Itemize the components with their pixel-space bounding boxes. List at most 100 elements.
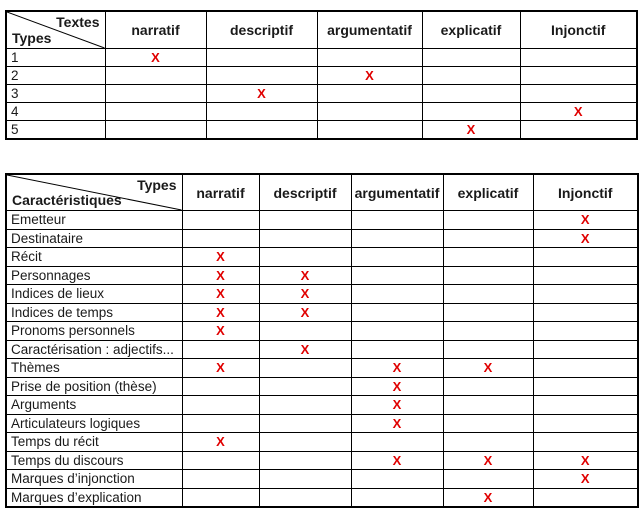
corner-header-cell: Textes Types bbox=[5, 10, 106, 49]
empty-cell bbox=[421, 102, 521, 121]
empty-cell bbox=[258, 358, 352, 378]
x-mark: X bbox=[216, 286, 225, 301]
empty-cell bbox=[258, 469, 352, 489]
corner-top-label: Types bbox=[137, 177, 177, 193]
empty-cell bbox=[519, 48, 638, 67]
empty-cell bbox=[181, 376, 260, 396]
empty-cell bbox=[350, 432, 444, 452]
empty-cell bbox=[442, 284, 534, 304]
empty-cell bbox=[316, 120, 423, 140]
empty-cell bbox=[442, 210, 534, 230]
table-row: Pronoms personnels X bbox=[5, 321, 639, 341]
row-label: Indices de lieux bbox=[5, 284, 183, 304]
marked-cell: X bbox=[350, 450, 444, 470]
marked-cell: X bbox=[532, 450, 639, 470]
empty-cell bbox=[421, 84, 521, 103]
x-mark: X bbox=[580, 230, 590, 246]
empty-cell bbox=[532, 487, 639, 508]
empty-cell bbox=[316, 84, 423, 103]
column-header-explicatif: explicatif bbox=[442, 173, 534, 211]
row-label: 1 bbox=[5, 48, 106, 67]
empty-cell bbox=[316, 48, 423, 67]
marked-cell: X bbox=[421, 120, 521, 140]
table-row: Temps du récit X bbox=[5, 432, 639, 452]
empty-cell bbox=[181, 228, 260, 248]
marked-cell: X bbox=[350, 413, 444, 433]
table-row: Prise de position (thèse) X bbox=[5, 376, 639, 396]
x-mark: X bbox=[300, 286, 310, 301]
empty-cell bbox=[350, 339, 444, 359]
empty-cell bbox=[532, 265, 639, 285]
empty-cell bbox=[442, 265, 534, 285]
empty-cell bbox=[421, 48, 521, 67]
table-row: Caractérisation : adjectifs... X bbox=[5, 339, 639, 359]
corner-bottom-label: Types bbox=[12, 30, 52, 46]
marked-cell: X bbox=[442, 487, 534, 508]
column-header-argumentatif: argumentatif bbox=[316, 10, 423, 49]
empty-cell bbox=[350, 321, 444, 341]
empty-cell bbox=[350, 469, 444, 489]
marked-cell: X bbox=[350, 358, 444, 378]
x-mark: X bbox=[300, 341, 310, 357]
table2-header-row: Types Caractéristiques narratif descripti… bbox=[5, 173, 639, 211]
empty-cell bbox=[442, 469, 534, 489]
x-mark: X bbox=[392, 397, 402, 412]
table1-header-row: Textes Types narratif descriptif argumenta… bbox=[5, 10, 638, 49]
empty-cell bbox=[258, 487, 352, 508]
empty-cell bbox=[350, 265, 444, 285]
empty-cell bbox=[258, 432, 352, 452]
marked-cell: X bbox=[181, 321, 260, 341]
column-header-argumentatif: argumentatif bbox=[350, 173, 444, 211]
x-mark: X bbox=[216, 304, 225, 320]
x-mark: X bbox=[580, 471, 590, 486]
marked-cell: X bbox=[442, 358, 534, 378]
x-mark: X bbox=[580, 452, 590, 468]
empty-cell bbox=[205, 102, 318, 121]
empty-cell bbox=[181, 339, 260, 359]
row-label: 2 bbox=[5, 66, 106, 85]
empty-cell bbox=[350, 247, 444, 267]
table-row: Indices de lieux X X bbox=[5, 284, 639, 304]
empty-cell bbox=[442, 247, 534, 267]
marked-cell: X bbox=[181, 284, 260, 304]
empty-cell bbox=[205, 66, 318, 85]
row-label: Indices de temps bbox=[5, 302, 183, 322]
x-mark: X bbox=[300, 267, 310, 283]
empty-cell bbox=[519, 84, 638, 103]
empty-cell bbox=[532, 302, 639, 322]
empty-cell bbox=[421, 66, 521, 85]
column-header-descriptif: descriptif bbox=[205, 10, 318, 49]
empty-cell bbox=[258, 321, 352, 341]
empty-cell bbox=[532, 284, 639, 304]
marked-cell: X bbox=[181, 265, 260, 285]
empty-cell bbox=[350, 284, 444, 304]
table-row: Destinataire X bbox=[5, 228, 639, 248]
marked-cell: X bbox=[205, 84, 318, 103]
row-label: Emetteur bbox=[5, 210, 183, 230]
empty-cell bbox=[205, 120, 318, 140]
row-label: Récit bbox=[5, 247, 183, 267]
empty-cell bbox=[532, 339, 639, 359]
empty-cell bbox=[104, 66, 207, 85]
x-mark: X bbox=[483, 452, 493, 468]
x-mark: X bbox=[216, 360, 225, 375]
x-mark: X bbox=[392, 378, 402, 394]
empty-cell bbox=[350, 210, 444, 230]
row-label: Articulateurs logiques bbox=[5, 413, 183, 433]
empty-cell bbox=[350, 487, 444, 508]
x-mark: X bbox=[257, 85, 266, 101]
empty-cell bbox=[258, 210, 352, 230]
column-header-injonctif: Injonctif bbox=[519, 10, 638, 49]
empty-cell bbox=[442, 321, 534, 341]
empty-cell bbox=[532, 247, 639, 267]
x-mark: X bbox=[151, 49, 160, 65]
table-row: Marques d’injonction X bbox=[5, 469, 639, 489]
empty-cell bbox=[532, 358, 639, 378]
x-mark: X bbox=[365, 67, 374, 83]
